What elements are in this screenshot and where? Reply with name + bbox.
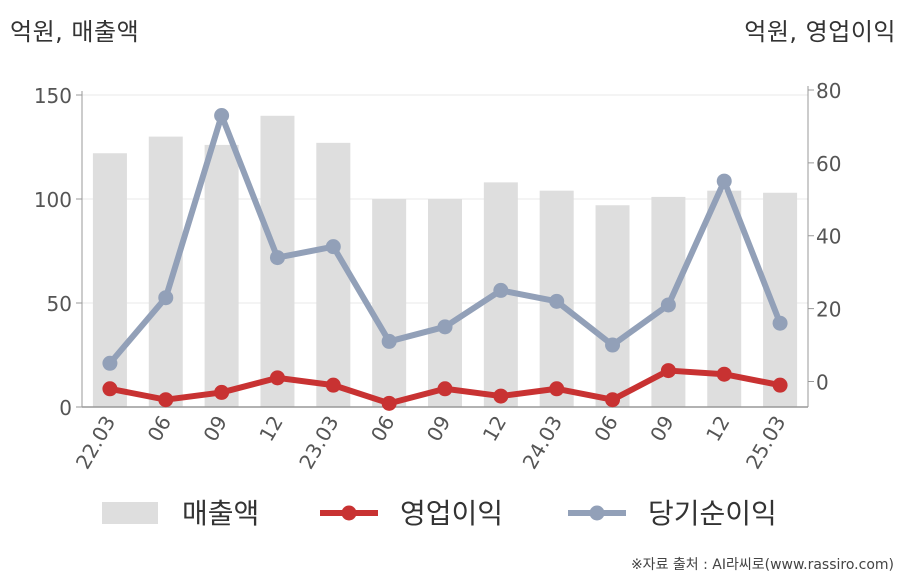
net-income-point (158, 290, 174, 306)
revenue-bar (204, 144, 239, 408)
operating-profit-point (325, 377, 341, 393)
operating-profit-point (158, 392, 174, 408)
operating-profit-point (772, 377, 788, 393)
y-left-tick-label: 50 (47, 292, 72, 316)
x-tick-label: 09 (422, 412, 456, 446)
operating-profit-point (660, 363, 676, 379)
revenue-bar (316, 142, 351, 407)
right-axis-unit-label: 억원, 영업이익 (744, 18, 896, 46)
net-income-point (716, 173, 732, 189)
y-left-tick-label: 0 (59, 396, 72, 420)
operating-profit-point (605, 392, 621, 408)
y-right-tick-label: 60 (816, 152, 841, 176)
x-tick-label: 12 (478, 412, 512, 446)
x-tick-label: 12 (254, 412, 288, 446)
operating-profit-point (549, 381, 565, 397)
net-income-point (605, 337, 621, 353)
y-right-tick-label: 40 (816, 225, 841, 249)
x-tick-label: 25.03 (741, 412, 790, 474)
source-credit: ※자료 출처 : AI라씨로(www.rassiro.com) (630, 557, 894, 573)
net-income-point (493, 282, 509, 298)
legend-swatch-net-income-marker (589, 505, 605, 521)
x-tick-label: 24.03 (518, 412, 567, 474)
net-income-point (102, 355, 118, 371)
net-income-point (437, 319, 453, 335)
revenue-bar (595, 205, 630, 407)
revenue-bar (148, 136, 183, 407)
y-right-tick-label: 80 (816, 79, 841, 103)
y-right-tick-label: 0 (816, 370, 829, 394)
net-income-point (269, 250, 285, 266)
operating-profit-point (269, 370, 285, 386)
operating-profit-point (214, 384, 230, 400)
legend-label-net-income: 당기순이익 (648, 497, 777, 530)
legend-label-revenue: 매출액 (182, 497, 259, 530)
legend-swatch-operating-profit-marker (341, 505, 357, 521)
net-income-point (549, 293, 565, 309)
net-income-point (214, 108, 230, 124)
y-left-tick-label: 100 (34, 188, 72, 212)
x-tick-label: 23.03 (294, 412, 343, 474)
x-tick-label: 06 (366, 412, 400, 446)
net-income-point (772, 315, 788, 331)
operating-profit-point (381, 395, 397, 411)
left-axis-unit-label: 억원, 매출액 (10, 18, 140, 46)
legend-swatch-revenue (102, 502, 158, 524)
legend-label-operating-profit: 영업이익 (400, 497, 503, 530)
operating-profit-point (716, 366, 732, 382)
x-tick-label: 06 (589, 412, 623, 446)
x-tick-label: 09 (645, 412, 679, 446)
net-income-point (660, 297, 676, 313)
y-left-tick-label: 150 (34, 84, 72, 108)
y-right-tick-label: 20 (816, 298, 841, 322)
net-income-point (381, 333, 397, 349)
operating-profit-point (437, 381, 453, 397)
x-tick-label: 09 (198, 412, 232, 446)
revenue-bar (372, 199, 407, 407)
revenue-bar (428, 199, 462, 407)
x-tick-label: 12 (701, 412, 735, 446)
operating-profit-point (493, 388, 509, 404)
x-tick-label: 06 (143, 412, 177, 446)
x-tick-label: 22.03 (71, 412, 120, 474)
net-income-point (325, 239, 341, 255)
operating-profit-point (102, 381, 118, 397)
